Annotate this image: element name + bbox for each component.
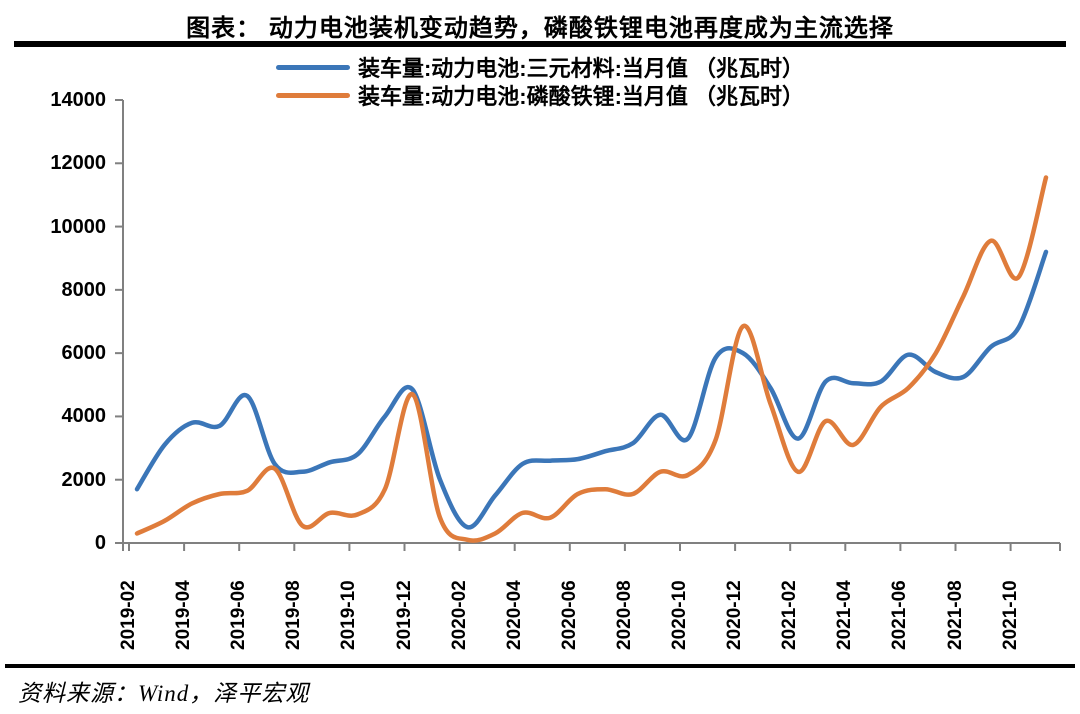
series-line-lfp — [134, 175, 1049, 543]
x-axis-tick-label: 2019-06 — [228, 580, 250, 650]
x-axis-tick-label: 2020-12 — [724, 580, 746, 650]
legend-item-lfp: 装车量:动力电池:磷酸铁锂:当月值 （兆瓦时） — [275, 82, 805, 109]
legend-line-swatch-ternary — [275, 64, 350, 70]
x-axis-tick-label: 2019-08 — [283, 580, 305, 650]
source-note: 资料来源：Wind，泽平宏观 — [18, 681, 310, 706]
x-axis-tick-label: 2019-04 — [173, 580, 195, 650]
x-axis-tick-label: 2021-02 — [779, 580, 801, 650]
y-axis-tick-label: 2000 — [61, 468, 107, 491]
x-axis-tick-label: 2020-02 — [448, 580, 470, 650]
x-axis-tick-label: 2021-08 — [944, 580, 966, 650]
page-title: 图表： 动力电池装机变动趋势，磷酸铁锂电池再度成为主流选择 — [186, 15, 894, 42]
legend-line-swatch-lfp — [275, 92, 350, 98]
y-axis-tick-label: 4000 — [61, 405, 107, 428]
y-axis-tick-label: 14000 — [50, 89, 106, 111]
y-axis-tick-label: 0 — [94, 532, 106, 554]
legend-label-lfp: 装车量:动力电池:磷酸铁锂:当月值 （兆瓦时） — [357, 84, 805, 109]
bottom-divider — [5, 664, 1075, 668]
x-axis-tick-label: 2020-08 — [613, 580, 635, 650]
x-axis-tick-label: 2019-02 — [118, 580, 139, 650]
legend-item-ternary: 装车量:动力电池:三元材料:当月值 （兆瓦时） — [275, 54, 805, 81]
x-axis-tick-label: 2020-10 — [669, 580, 690, 650]
x-axis-tick-label: 2020-06 — [558, 580, 580, 650]
y-axis-tick-label: 6000 — [61, 342, 107, 365]
x-axis-tick-label: 2019-10 — [338, 580, 360, 650]
axes — [122, 100, 1060, 551]
legend-label-ternary: 装车量:动力电池:三元材料:当月值 （兆瓦时） — [357, 56, 805, 81]
x-axis-tick-label: 2021-04 — [834, 580, 856, 650]
x-axis-tick-label: 2021-06 — [889, 580, 911, 650]
y-axis-tick-label: 8000 — [61, 278, 107, 301]
top-divider — [14, 41, 1066, 47]
series-line-ternary — [134, 249, 1049, 530]
x-axis-tick-label: 2021-10 — [999, 580, 1021, 650]
x-axis-tick-label: 2019-12 — [393, 580, 415, 650]
legend: 装车量:动力电池:三元材料:当月值 （兆瓦时） 装车量:动力电池:磷酸铁锂:当月… — [0, 54, 1080, 109]
y-axis-tick-label: 12000 — [50, 152, 106, 175]
y-axis-tick-label: 10000 — [50, 215, 106, 238]
x-axis-tick-label: 2020-04 — [503, 580, 525, 650]
